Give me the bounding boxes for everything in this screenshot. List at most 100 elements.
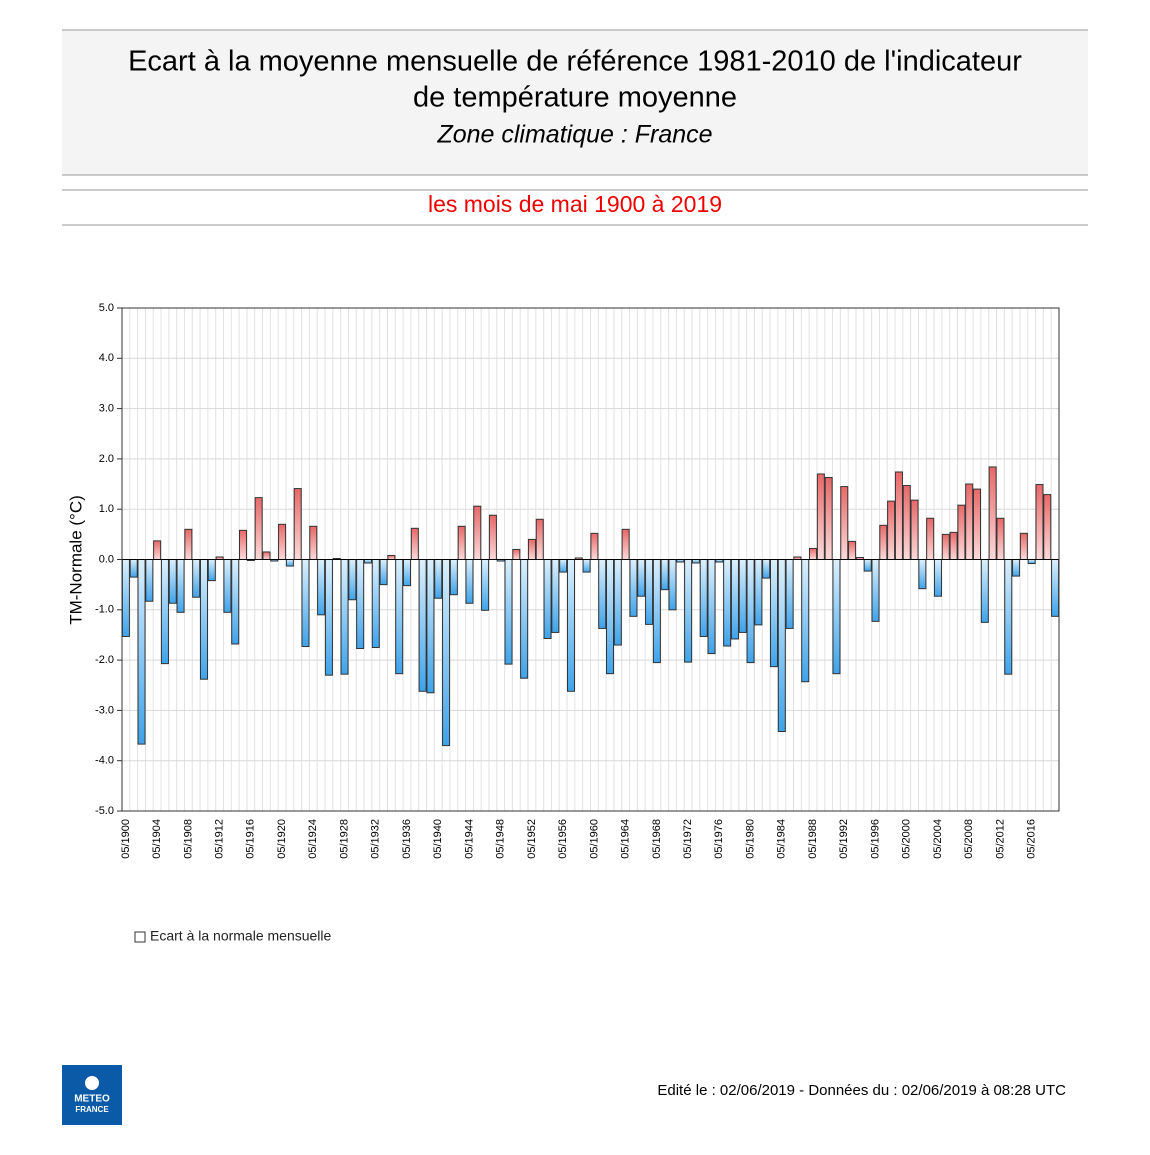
bar [840, 486, 849, 560]
x-tick-label: 05/1984 [776, 819, 788, 859]
bar [309, 525, 318, 561]
x-tick-label: 05/1940 [432, 819, 444, 859]
bar [535, 518, 544, 561]
x-tick-label: 05/1912 [214, 819, 226, 859]
bar [785, 559, 794, 629]
bar [207, 559, 216, 582]
bar [160, 559, 169, 665]
bar [1051, 559, 1060, 617]
legend-label: Ecart à la normale mensuelle [150, 928, 332, 944]
bar [426, 559, 435, 694]
x-tick-label: 05/1900 [120, 819, 132, 859]
bar [566, 559, 575, 692]
bar [184, 528, 193, 561]
bar [754, 559, 763, 626]
footer: Edité le : 02/06/2019 - Données du : 02/… [657, 1082, 1066, 1099]
bar [965, 483, 974, 560]
bar [621, 528, 630, 561]
plot: 5.0 4.0 3.0 2.0 1.0 0.0 -1.0 -2.0 -3.0 -4.0 -5.0 05… [95, 302, 1060, 859]
bar [652, 559, 661, 664]
bar [387, 554, 396, 561]
bar [481, 559, 490, 611]
bar [520, 559, 529, 679]
bar [231, 559, 240, 645]
y-tick-label: 3.0 [99, 403, 114, 415]
y-tick-label: 2.0 [99, 453, 114, 465]
x-tick-label: 05/1980 [744, 819, 756, 859]
logo-text: FRANCE [75, 1105, 109, 1114]
y-tick-label: 4.0 [99, 352, 114, 364]
x-tick-label: 05/1960 [588, 819, 600, 859]
bar [223, 559, 232, 613]
bar [379, 559, 388, 586]
bar [153, 540, 162, 560]
x-tick-label: 05/2008 [963, 819, 975, 859]
x-tick-label: 05/1996 [869, 819, 881, 859]
bar [871, 559, 880, 622]
bar [980, 559, 989, 623]
bar [660, 559, 669, 591]
bar [121, 559, 130, 637]
bar [926, 517, 935, 561]
bar [488, 514, 497, 561]
bar [941, 533, 950, 560]
bar [340, 559, 349, 675]
bar [879, 524, 888, 561]
bar [629, 559, 638, 617]
x-tick-label: 05/1956 [557, 819, 569, 859]
x-tick-label: 05/1920 [276, 819, 288, 859]
x-tick-label: 05/2016 [1026, 819, 1038, 859]
x-tick-label: 05/1972 [682, 819, 694, 859]
x-tick-label: 05/1908 [182, 819, 194, 859]
bar [293, 488, 302, 560]
logo-icon [85, 1076, 99, 1090]
y-axis-label: TM-Normale (°C) [66, 495, 85, 625]
bar [691, 559, 700, 564]
legend-swatch [134, 931, 146, 943]
bar [769, 559, 779, 668]
bar [606, 559, 615, 675]
bar [645, 559, 654, 625]
x-tick-label: 05/1988 [807, 819, 819, 859]
x-tick-label: 05/1992 [838, 819, 850, 859]
x-tick-label: 05/1936 [401, 819, 413, 859]
bar [699, 559, 708, 637]
x-tick-label: 05/2012 [994, 819, 1006, 859]
bar [442, 559, 451, 747]
bar [410, 527, 419, 561]
bar [278, 523, 287, 560]
x-tick-label: 05/1928 [338, 819, 350, 859]
bar [1027, 559, 1036, 565]
bar [762, 559, 771, 579]
bar [395, 559, 404, 675]
bar [465, 559, 474, 604]
bar [239, 529, 248, 560]
chart-subtitle: Zone climatique : France [436, 121, 712, 149]
chart-title: de température moyenne [413, 82, 737, 114]
bar [559, 559, 568, 573]
y-tick-label: -3.0 [95, 704, 114, 716]
y-tick-label: -2.0 [95, 654, 114, 666]
bar [192, 559, 201, 598]
bar [145, 559, 154, 602]
bar [285, 559, 294, 567]
bar [598, 559, 607, 629]
bar [324, 559, 333, 676]
bar [723, 559, 732, 647]
logo-text: METEO [74, 1094, 110, 1105]
bar [434, 559, 443, 599]
bar [317, 559, 326, 616]
plot-frame [121, 307, 1060, 812]
y-tick-label: -1.0 [95, 604, 114, 616]
bar [504, 559, 513, 665]
y-tick-label: 0.0 [99, 553, 114, 565]
bar [176, 559, 185, 613]
bar [746, 559, 755, 664]
bar [301, 559, 310, 648]
bar [168, 559, 177, 604]
bar [809, 547, 818, 561]
bar [371, 559, 380, 649]
x-tick-label: 05/2000 [901, 819, 913, 859]
header-box [62, 30, 1088, 175]
